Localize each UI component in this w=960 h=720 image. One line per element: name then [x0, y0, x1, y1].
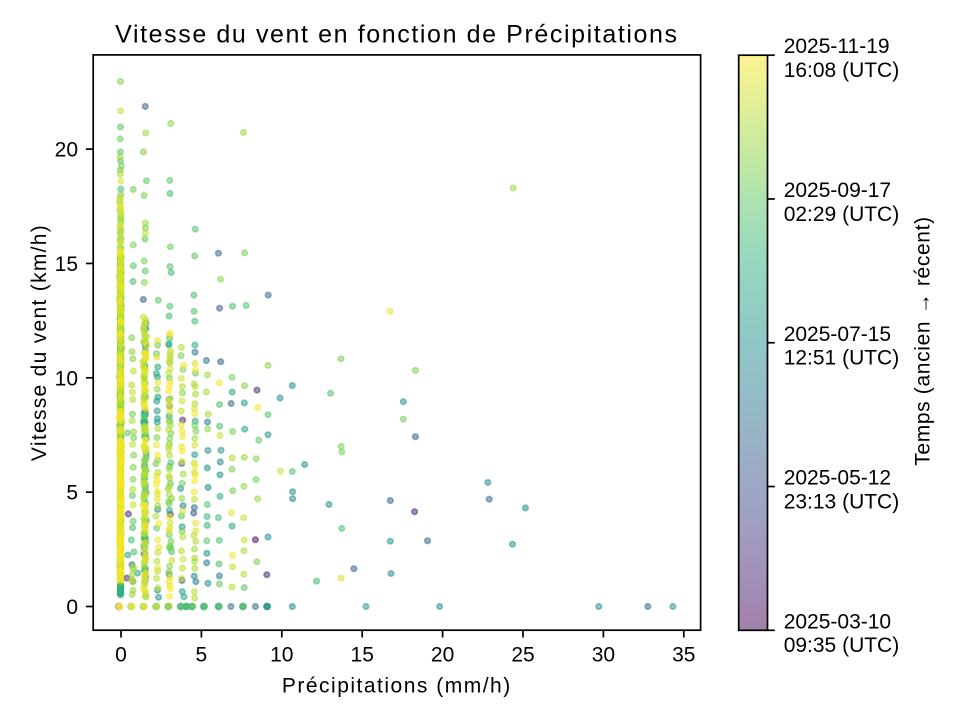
svg-text:0: 0	[66, 596, 78, 619]
svg-text:30: 30	[592, 644, 615, 667]
svg-text:15: 15	[351, 644, 374, 667]
svg-text:5: 5	[196, 644, 208, 667]
svg-text:10: 10	[270, 644, 293, 667]
svg-text:2025-05-12: 2025-05-12	[784, 467, 891, 490]
svg-text:35: 35	[672, 644, 695, 667]
svg-text:Vitesse du vent en fonction de: Vitesse du vent en fonction de Précipita…	[115, 21, 679, 49]
svg-text:2025-07-15: 2025-07-15	[784, 323, 891, 346]
svg-text:23:13 (UTC): 23:13 (UTC)	[784, 490, 900, 513]
svg-text:20: 20	[55, 139, 78, 162]
svg-text:20: 20	[431, 644, 454, 667]
svg-text:Vitesse du vent (km/h): Vitesse du vent (km/h)	[28, 224, 51, 461]
svg-text:10: 10	[55, 367, 78, 390]
svg-text:Temps (ancien → récent): Temps (ancien → récent)	[912, 216, 935, 466]
svg-text:25: 25	[511, 644, 534, 667]
svg-text:09:35 (UTC): 09:35 (UTC)	[784, 634, 900, 657]
svg-text:16:08 (UTC): 16:08 (UTC)	[784, 59, 900, 82]
svg-text:5: 5	[66, 482, 78, 505]
svg-text:2025-09-17: 2025-09-17	[784, 179, 891, 202]
svg-text:Précipitations (mm/h): Précipitations (mm/h)	[282, 674, 512, 697]
svg-text:15: 15	[55, 253, 78, 276]
svg-text:0: 0	[115, 644, 127, 667]
svg-text:2025-03-10: 2025-03-10	[784, 610, 891, 633]
svg-text:02:29 (UTC): 02:29 (UTC)	[784, 203, 900, 226]
svg-text:2025-11-19: 2025-11-19	[784, 35, 890, 58]
svg-text:12:51 (UTC): 12:51 (UTC)	[784, 347, 900, 370]
